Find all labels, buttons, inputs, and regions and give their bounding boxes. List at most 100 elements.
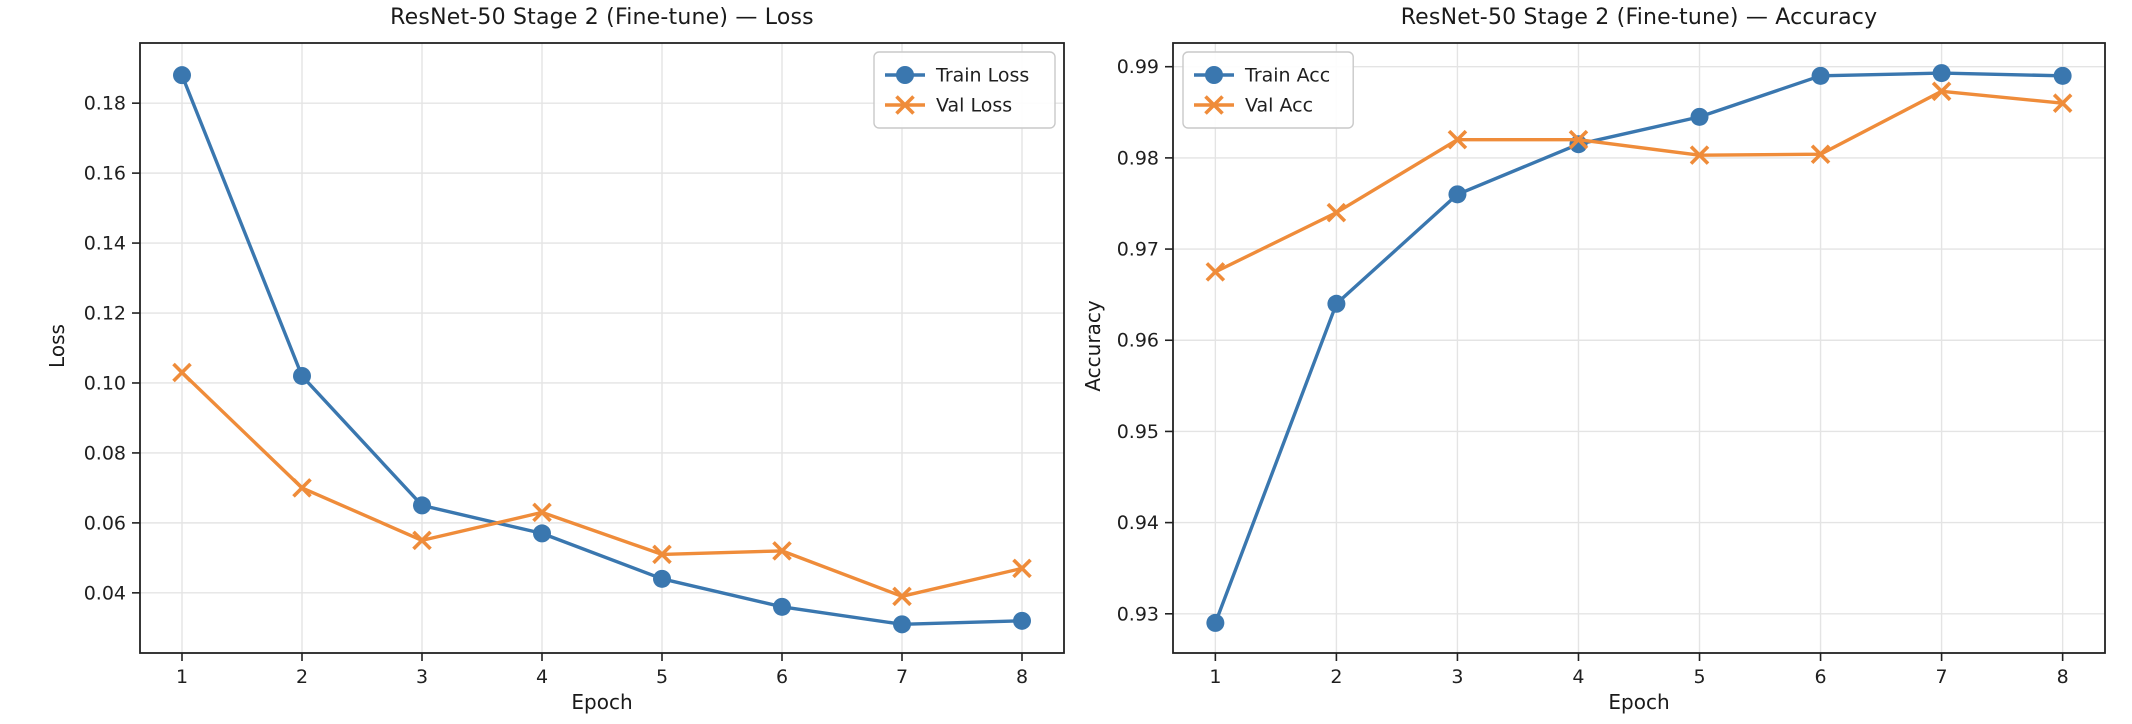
val-loss-marker <box>412 530 432 551</box>
x-tick-label: 5 <box>1693 666 1705 688</box>
y-tick-label: 0.08 <box>84 442 126 464</box>
grid <box>1173 43 2105 653</box>
train-loss-marker <box>293 366 311 385</box>
train-loss-marker <box>1013 611 1031 630</box>
train-acc-markers <box>1206 64 2072 632</box>
x-marker-stroke <box>892 586 912 607</box>
val-acc-marker <box>1326 202 1347 223</box>
legend-box <box>873 51 1056 129</box>
x-tick-label: 6 <box>776 666 788 688</box>
train-loss-marker <box>533 524 551 543</box>
x-tick-label: 4 <box>536 666 548 688</box>
legend-label-val-acc: Val Acc <box>1245 95 1313 117</box>
val-acc-marker <box>1447 129 1468 150</box>
tick-marks <box>132 102 1023 661</box>
val-acc-marker <box>1810 144 1831 165</box>
x-tick-label: 5 <box>656 666 668 688</box>
y-tick-label: 0.06 <box>84 512 126 534</box>
val-acc-marker <box>1931 81 1952 102</box>
y-tick-label: 0.96 <box>1117 330 1159 352</box>
accuracy-x-axis-label: Epoch <box>1608 690 1670 714</box>
val-loss-marker <box>532 502 552 523</box>
y-tick-label: 0.10 <box>84 372 126 394</box>
y-tick-label: 0.99 <box>1117 56 1159 78</box>
val-loss-marker <box>172 362 192 383</box>
y-tick-label: 0.94 <box>1117 512 1159 534</box>
tick-labels: 1 2 3 4 5 6 7 8 0.93 0.94 0.95 0.96 0.97 0.98 0.99 <box>1117 56 2069 688</box>
train-loss-marker <box>413 496 431 515</box>
accuracy-chart: 1 2 3 4 5 6 7 8 0.93 0.94 0.95 0.96 0.97 0.98 0.99 Trai… <box>1066 0 2132 724</box>
train-loss-marker <box>173 66 191 85</box>
train-loss-marker <box>773 597 791 616</box>
y-tick-label: 0.97 <box>1117 239 1159 261</box>
x-marker-stroke <box>292 478 312 498</box>
train-acc-marker <box>1206 613 1225 632</box>
y-tick-label: 0.14 <box>84 233 126 255</box>
x-marker-stroke <box>895 95 915 115</box>
x-tick-label: 3 <box>416 666 428 688</box>
loss-chart-title: ResNet-50 Stage 2 (Fine-tune) — Loss <box>390 5 814 30</box>
legend-val-acc-marker <box>1204 95 1224 115</box>
val-loss-line <box>180 371 1023 598</box>
legend: Train Acc Val Acc <box>1182 51 1354 129</box>
x-marker-stroke <box>1689 145 1710 165</box>
x-marker-stroke <box>1205 262 1226 282</box>
x-marker-stroke <box>1447 129 1468 150</box>
train-acc-line <box>1213 71 2063 624</box>
val-acc-marker <box>2052 93 2073 113</box>
y-tick-label: 0.16 <box>84 163 126 185</box>
loss-x-axis-label: Epoch <box>571 690 633 714</box>
x-marker-stroke <box>532 502 552 523</box>
val-acc-line <box>1214 89 2063 274</box>
x-tick-label: 3 <box>1451 666 1463 688</box>
loss-y-axis-label: Loss <box>45 324 69 368</box>
loss-plot-area: 1 2 3 4 5 6 7 8 0.04 0.06 0.08 0.10 0.12 0.14 0.16 0.18… <box>84 42 1065 688</box>
accuracy-y-axis-label: Accuracy <box>1081 300 1105 392</box>
x-marker-stroke <box>172 362 192 383</box>
y-tick-label: 0.12 <box>84 303 126 325</box>
val-loss-marker <box>652 544 672 565</box>
x-tick-label: 4 <box>1572 666 1584 688</box>
y-tick-label: 0.93 <box>1117 603 1159 625</box>
legend-box <box>1182 51 1354 129</box>
y-tick-label: 0.95 <box>1117 421 1159 443</box>
x-marker-stroke <box>1204 95 1224 115</box>
y-tick-label: 0.18 <box>84 93 126 115</box>
x-tick-label: 8 <box>2057 666 2069 688</box>
train-loss-marker <box>653 569 671 588</box>
train-acc-marker <box>1448 185 1467 204</box>
x-marker-stroke <box>1810 144 1831 165</box>
legend-train-acc-marker <box>1205 66 1223 84</box>
x-marker-stroke <box>412 530 432 551</box>
x-marker-stroke <box>2052 93 2073 113</box>
loss-chart: 1 2 3 4 5 6 7 8 0.04 0.06 0.08 0.10 0.12 0.14 0.16 0.18… <box>45 5 1065 714</box>
x-tick-label: 7 <box>896 666 908 688</box>
x-marker-stroke <box>652 544 672 565</box>
val-acc-marker <box>1568 129 1589 150</box>
legend-val-loss-marker <box>895 95 915 115</box>
x-tick-label: 8 <box>1016 666 1028 688</box>
x-tick-label: 1 <box>176 666 188 688</box>
val-loss-marker <box>1012 558 1032 579</box>
x-tick-label: 7 <box>1936 666 1948 688</box>
val-acc-marker <box>1205 262 1226 282</box>
train-acc-marker <box>2053 66 2072 85</box>
tick-labels: 1 2 3 4 5 6 7 8 0.04 0.06 0.08 0.10 0.12 0.14 0.16 0.18 <box>84 93 1028 688</box>
y-tick-label: 0.04 <box>84 582 126 604</box>
val-loss-marker <box>892 586 912 607</box>
train-loss-line <box>180 74 1023 626</box>
legend-label-train-loss: Train Loss <box>935 65 1029 87</box>
train-acc-marker <box>1327 294 1346 313</box>
val-loss-marker <box>772 541 792 561</box>
x-marker-stroke <box>1568 129 1589 150</box>
train-acc-marker <box>1932 64 1951 83</box>
x-tick-label: 2 <box>296 666 308 688</box>
train-loss-markers <box>173 66 1031 634</box>
train-acc-marker <box>1811 66 1830 85</box>
legend-train-loss-marker <box>896 66 914 84</box>
x-marker-stroke <box>1931 81 1952 102</box>
train-acc-marker <box>1690 107 1709 126</box>
legend-label-val-loss: Val Loss <box>936 95 1012 117</box>
accuracy-chart-title: ResNet-50 Stage 2 (Fine-tune) — Accuracy <box>1400 5 1878 30</box>
